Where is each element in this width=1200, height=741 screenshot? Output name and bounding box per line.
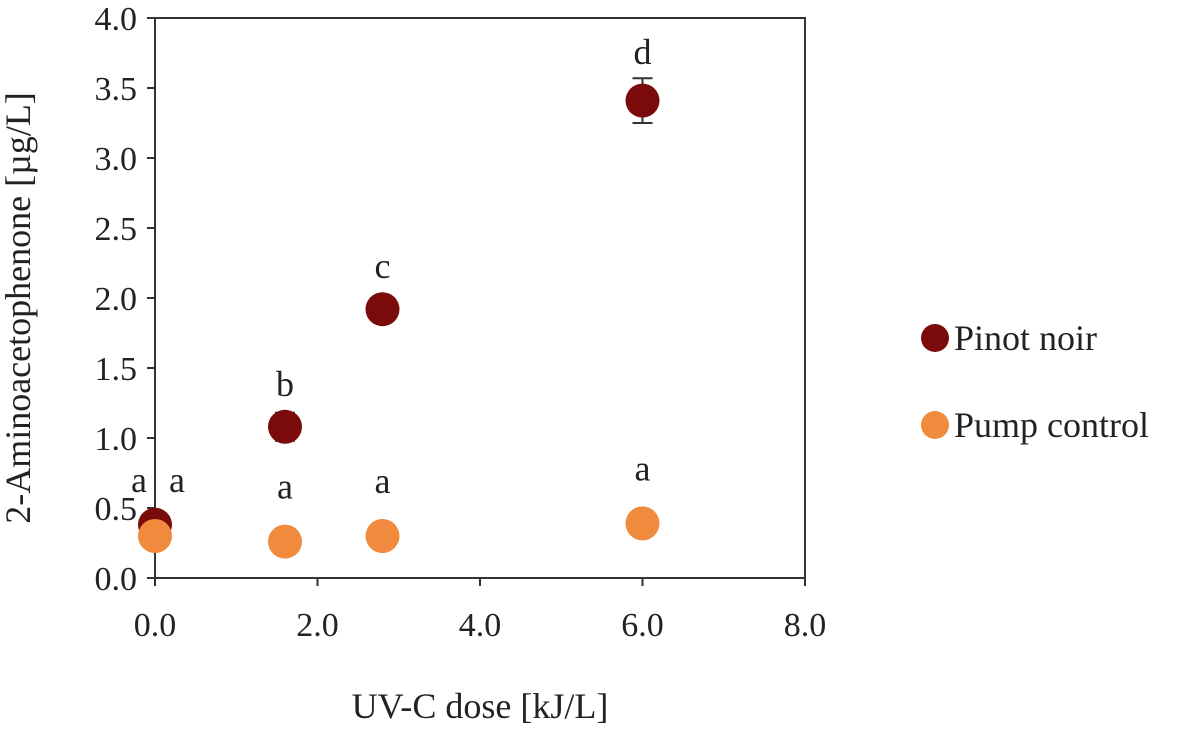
y-tick-label: 4.0 [95,1,138,38]
significance-label: a [131,460,147,500]
x-tick-label: 6.0 [621,607,664,644]
x-tick-label: 8.0 [784,607,827,644]
significance-label: a [635,448,651,488]
y-tick-label: 3.5 [95,71,138,108]
y-axis-title: 2-Aminoacetophenone [µg/L] [0,92,38,524]
data-point [138,519,172,553]
y-tick-label: 2.5 [95,211,138,248]
significance-label: a [277,467,293,507]
x-axis: 0.0 2.0 4.0 6.0 8.0 [134,578,827,644]
data-point [268,409,302,444]
significance-labels: a b c d [131,32,651,500]
series-pinot-noir [138,77,660,542]
significance-label: a [375,461,391,501]
legend-item: Pinot noir [921,318,1097,358]
legend-marker [921,411,949,439]
data-point [625,83,660,118]
series-pump-control [138,506,660,559]
data-point [625,506,660,541]
legend-label: Pump control [954,405,1149,445]
legend: Pinot noir Pump control [921,318,1149,445]
x-axis-title: UV-C dose [kJ/L] [352,686,609,726]
significance-label: d [634,32,652,72]
y-axis: 0.0 0.5 1.0 1.5 2.0 2.5 3.0 3.5 4.0 [95,1,155,598]
data-point [365,292,400,327]
y-tick-label: 1.0 [95,421,138,458]
y-tick-label: 0.0 [95,561,138,598]
y-tick-label: 3.0 [95,141,138,178]
y-tick-label: 1.5 [95,351,138,388]
x-tick-label: 0.0 [134,607,177,644]
legend-label: Pinot noir [954,318,1097,358]
significance-label: a [169,460,185,500]
plot-area [154,17,806,579]
significance-label: b [276,364,294,404]
significance-label: c [375,246,391,286]
data-point [365,519,400,553]
y-tick-label: 2.0 [95,281,138,318]
legend-marker [921,324,949,352]
y-tick-label: 0.5 [95,491,138,528]
plot-border [154,17,806,579]
legend-item: Pump control [921,405,1149,445]
data-point [268,524,302,559]
x-tick-label: 4.0 [459,607,502,644]
x-tick-label: 2.0 [296,607,339,644]
